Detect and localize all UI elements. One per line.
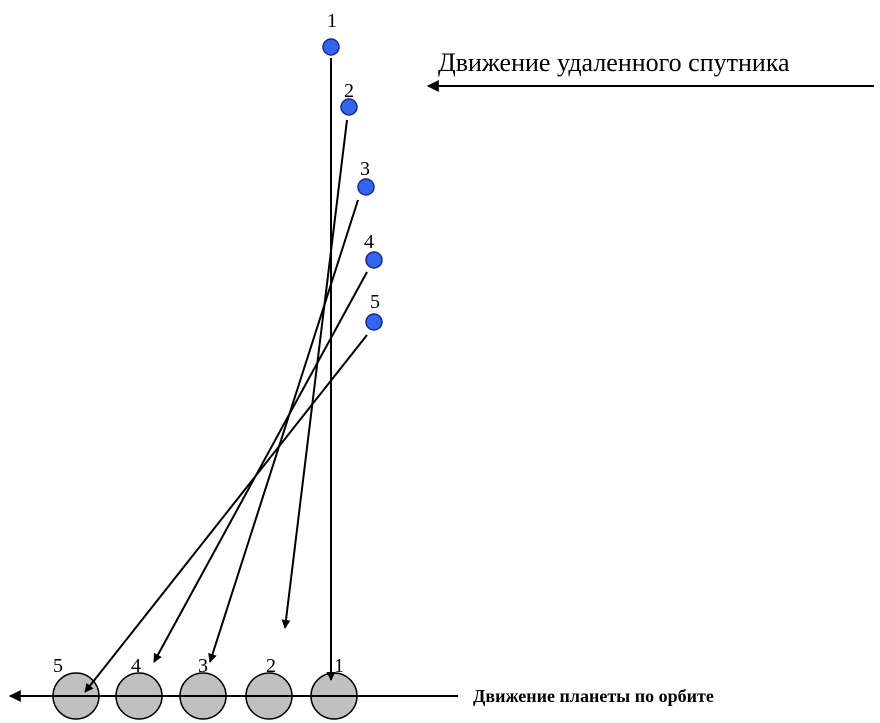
satellite-label-5: 5 xyxy=(370,291,380,313)
planet-label-3: 3 xyxy=(198,655,208,677)
satellite-label-3: 3 xyxy=(360,158,370,180)
planet-motion-label: Движение планеты по орбите xyxy=(473,686,714,706)
sight-line-2 xyxy=(281,119,348,629)
satellite-label-1: 1 xyxy=(327,10,337,32)
planet-label-2: 2 xyxy=(266,655,276,677)
planet-label-4: 4 xyxy=(131,655,141,677)
sight-line-5 xyxy=(84,334,368,693)
sight-line-3 xyxy=(208,199,359,663)
satellite-1 xyxy=(322,38,340,56)
sight-line-4 xyxy=(153,271,368,663)
satellite-2 xyxy=(340,98,358,116)
planet-label-1: 1 xyxy=(334,655,344,677)
satellite-3 xyxy=(357,178,375,196)
satellite-4 xyxy=(365,251,383,269)
planet-labels: 5 4 3 2 1 xyxy=(53,655,344,677)
planet-label-5: 5 xyxy=(53,655,63,677)
sight-lines xyxy=(84,58,368,693)
satellite-positions xyxy=(322,38,383,331)
satellite-labels: 1 2 3 4 5 xyxy=(327,10,380,313)
satellite-motion-label: Движение удаленного спутника xyxy=(438,48,790,77)
satellite-label-2: 2 xyxy=(344,80,354,102)
satellite-5 xyxy=(365,313,383,331)
satellite-label-4: 4 xyxy=(364,231,374,253)
